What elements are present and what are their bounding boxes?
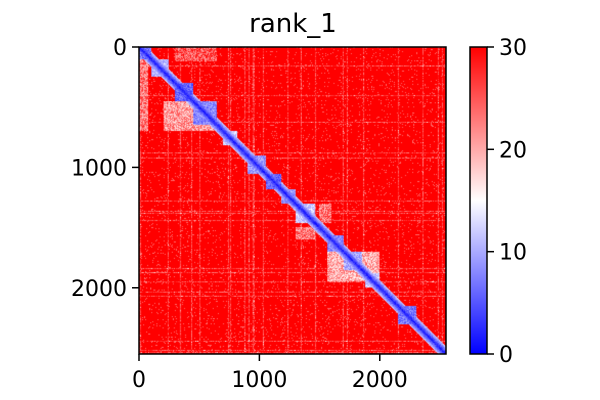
y-tick-label: 1000 bbox=[71, 156, 127, 181]
heatmap-frame bbox=[138, 46, 447, 355]
chart-title: rank_1 bbox=[249, 9, 337, 39]
colorbar: 0 10 20 30 bbox=[469, 36, 527, 368]
colorbar-gradient bbox=[470, 47, 487, 354]
y-tick-label: 2000 bbox=[71, 277, 127, 302]
x-tick-label: 1000 bbox=[231, 368, 287, 393]
x-tick-label: 2000 bbox=[352, 368, 408, 393]
x-axis: 0 1000 2000 bbox=[132, 354, 408, 393]
colorbar-tick-label: 20 bbox=[499, 138, 527, 163]
colorbar-tick-label: 0 bbox=[499, 343, 513, 368]
heatmap-plot-area bbox=[138, 46, 447, 355]
y-tick-label: 0 bbox=[113, 36, 127, 61]
colorbar-ticks: 0 10 20 30 bbox=[487, 36, 527, 368]
heatmap-image bbox=[139, 47, 446, 354]
colorbar-tick-label: 10 bbox=[499, 241, 527, 266]
colorbar-tick-label: 30 bbox=[499, 36, 527, 61]
colorbar-frame bbox=[469, 46, 488, 355]
x-tick-label: 0 bbox=[132, 368, 146, 393]
y-axis: 0 1000 2000 bbox=[71, 36, 139, 302]
